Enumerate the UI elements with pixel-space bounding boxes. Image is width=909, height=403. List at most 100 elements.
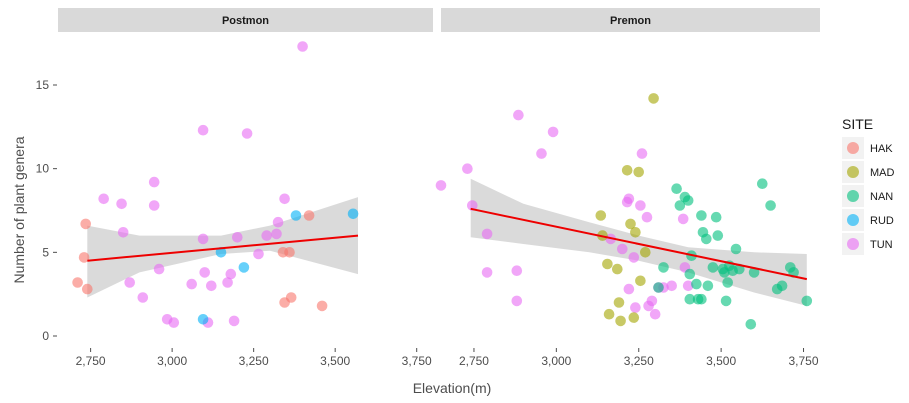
data-point-nan [701,234,712,245]
data-point-mad [640,247,651,258]
data-point-nan [685,269,696,280]
data-point-tun [261,230,272,241]
data-point-tun [513,110,524,121]
data-point-tun [242,128,253,139]
data-point-tun [118,227,129,238]
y-axis-title: Number of plant genera [11,136,27,283]
data-point-tun [149,177,160,188]
x-tick-label: 3,250 [239,354,269,368]
data-point-tun [624,284,635,295]
data-point-hak [286,292,297,303]
x-tick-label: 3,750 [789,354,819,368]
data-point-nan [658,262,669,273]
legend-key-hak [847,142,859,154]
data-point-nan [757,178,768,189]
data-point-nan [731,244,742,255]
data-point-tun [271,229,282,240]
data-point-tun [647,296,658,307]
data-point-tun [124,277,135,288]
data-point-hak [80,219,91,230]
data-point-tun [253,249,264,260]
legend-label-hak: HAK [870,143,893,155]
data-point-mad [615,316,626,327]
data-point-rud [291,210,302,221]
data-point-tun [624,194,635,205]
data-point-tun [226,269,237,280]
data-point-tun [629,252,640,263]
data-point-mad [602,259,613,270]
y-tick-label: 10 [36,162,50,176]
data-point-hak [304,210,315,221]
legend-key-tun [847,238,859,250]
legend-key-mad [847,166,859,178]
legend-label-rud: RUD [870,215,894,227]
facet-strip-label: Postmon [222,15,269,27]
y-tick-label: 5 [42,245,49,259]
data-point-mad [635,276,646,287]
x-tick-label: 3,500 [706,354,736,368]
data-point-tun [482,267,493,278]
data-point-nan [653,282,664,293]
panels-layer: Postmon 2,750 3,000 3,250 3,500 3,750 0 5 10 15 Pr… [36,8,820,368]
data-point-mad [614,297,625,308]
data-point-nan [802,296,813,307]
data-point-mad [630,227,641,238]
data-point-tun [536,148,547,159]
data-point-nan [722,277,733,288]
data-point-tun [436,180,447,191]
data-point-tun [642,212,653,223]
data-point-nan [765,200,776,211]
data-point-tun [154,264,165,275]
data-point-mad [622,165,633,176]
data-point-nan [708,262,719,273]
panel-premon: Premon 2,750 3,000 3,250 3,500 3,750 [436,8,820,368]
data-point-tun [186,279,197,290]
data-point-tun [512,265,523,276]
data-point-mad [596,210,607,221]
data-point-tun [666,281,677,292]
confidence-band [471,179,807,306]
data-point-hak [82,284,93,295]
x-tick-label: 2,750 [459,354,489,368]
data-point-mad [604,309,615,320]
data-point-hak [284,247,295,258]
data-point-tun [678,214,689,225]
legend-label-nan: NAN [870,191,893,203]
data-point-tun [273,217,284,228]
data-point-nan [713,230,724,241]
data-point-tun [198,234,209,245]
x-tick-label: 2,750 [76,354,106,368]
data-point-mad [629,312,640,323]
legend: SITE HAK MAD NAN RUD TUN [842,116,895,255]
data-point-hak [72,277,83,288]
data-point-tun [229,316,240,327]
data-point-tun [169,317,180,328]
x-tick-label: 3,750 [402,354,432,368]
data-point-tun [512,296,523,307]
data-point-nan [691,279,702,290]
data-point-tun [116,199,127,210]
y-tick-label: 15 [36,78,50,92]
data-point-tun [630,302,641,313]
y-tick-label: 0 [42,329,49,343]
data-point-nan [696,294,707,305]
x-tick-label: 3,500 [320,354,350,368]
data-point-nan [777,281,788,292]
data-point-nan [671,183,682,194]
data-point-tun [98,194,109,205]
x-tick-label: 3,250 [624,354,654,368]
data-point-nan [683,195,694,206]
data-point-hak [317,301,328,312]
data-point-tun [635,200,646,211]
x-tick-label: 3,000 [541,354,571,368]
data-point-nan [696,210,707,221]
facet-strip-label: Premon [610,15,651,27]
data-point-tun [198,125,209,136]
data-point-mad [633,167,644,178]
legend-label-tun: TUN [870,239,893,251]
data-point-tun [482,229,493,240]
data-point-tun [138,292,149,303]
data-point-nan [711,212,722,223]
data-point-mad [648,93,659,104]
legend-title: SITE [842,116,873,132]
